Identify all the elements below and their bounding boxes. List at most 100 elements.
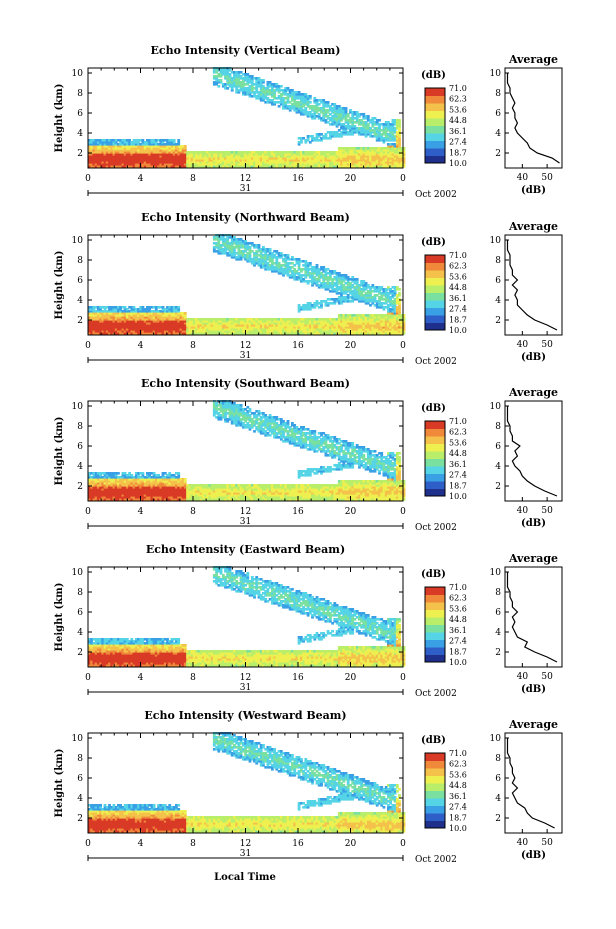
heatmap-cell <box>351 322 355 325</box>
heatmap-cell <box>186 157 189 160</box>
heatmap-cell <box>378 314 381 317</box>
heatmap-cell <box>295 326 299 329</box>
heatmap-cell <box>364 151 368 154</box>
heatmap-cell <box>391 153 395 156</box>
heatmap-cell <box>99 476 102 479</box>
heatmap-cell <box>282 324 285 327</box>
heatmap-cell <box>157 312 160 315</box>
heatmap-cell <box>237 320 241 323</box>
heatmap-cell <box>94 326 98 329</box>
heatmap-cell <box>279 159 283 162</box>
heatmap-cell <box>99 480 102 483</box>
heatmap-cell <box>242 328 245 331</box>
heatmap-cell <box>262 326 265 329</box>
heatmap-cell <box>103 488 107 491</box>
heatmap-cell <box>331 272 334 275</box>
heatmap-cell <box>253 328 256 331</box>
heatmap-cell <box>275 83 279 86</box>
heatmap-cell <box>306 326 310 329</box>
heatmap-cell <box>264 91 268 94</box>
heatmap-cell <box>313 278 317 281</box>
heatmap-cell <box>108 318 111 321</box>
heatmap-cell <box>154 318 158 321</box>
heatmap-cell <box>393 139 397 142</box>
heatmap-cell <box>163 159 167 162</box>
heatmap-cell <box>369 290 372 293</box>
average-title: Average <box>508 53 558 66</box>
heatmap-cell <box>96 312 100 315</box>
heatmap-cell <box>181 149 185 152</box>
heatmap-cell <box>259 93 263 96</box>
heatmap-cell <box>393 119 397 122</box>
heatmap-cell <box>366 284 370 287</box>
heatmap-cell <box>391 286 395 289</box>
heatmap-cell <box>239 254 243 257</box>
heatmap-cell <box>175 165 178 168</box>
heatmap-cell <box>146 153 149 156</box>
heatmap-cell <box>108 149 111 152</box>
heatmap-cell <box>239 77 243 80</box>
heatmap-cell <box>302 324 305 327</box>
heatmap-cell <box>384 127 388 130</box>
heatmap-cell <box>219 328 223 331</box>
heatmap-cell <box>302 306 305 309</box>
heatmap-cell <box>112 149 116 152</box>
heatmap-cell <box>400 159 404 162</box>
heatmap-cell <box>219 252 223 255</box>
heatmap-cell <box>248 159 252 162</box>
heatmap-cell <box>266 99 270 102</box>
heatmap-cell <box>228 322 232 325</box>
heatmap-cell <box>235 318 239 321</box>
x-tick-label: 12 <box>240 174 251 184</box>
heatmap-cell <box>242 242 245 245</box>
heatmap-cell <box>168 328 172 331</box>
heatmap-cell <box>293 320 297 323</box>
heatmap-cell <box>342 123 346 126</box>
heatmap-cell <box>398 318 401 321</box>
heatmap-cell <box>288 151 292 154</box>
heatmap-cell <box>148 159 151 162</box>
heatmap-cell <box>92 157 96 160</box>
heatmap-cell <box>288 93 292 96</box>
heatmap-cell <box>212 165 216 168</box>
heatmap-cell <box>166 310 169 313</box>
heatmap-cell <box>360 159 363 162</box>
heatmap-cell <box>123 139 127 142</box>
heatmap-cell <box>90 494 93 497</box>
heatmap-cell <box>364 296 368 299</box>
heatmap-cell <box>114 157 118 160</box>
heatmap-cell <box>333 161 337 164</box>
heatmap-cell <box>119 306 122 309</box>
heatmap-cell <box>255 89 259 92</box>
heatmap-cell <box>400 324 404 327</box>
heatmap-cell <box>248 248 252 251</box>
heatmap-cell <box>344 121 348 124</box>
heatmap-cell <box>206 165 210 168</box>
heatmap-cell <box>226 318 230 321</box>
heatmap-cell <box>219 236 223 239</box>
heatmap-cell <box>304 99 308 102</box>
heatmap-cell <box>130 318 134 321</box>
heatmap-cell <box>103 332 107 335</box>
heatmap-cell <box>166 308 169 311</box>
heatmap-cell <box>311 139 314 142</box>
heatmap-cell <box>297 268 301 271</box>
heatmap-cell <box>284 322 288 325</box>
heatmap-cell <box>393 155 397 158</box>
heatmap-cell <box>291 270 294 273</box>
heatmap-cell <box>380 135 384 138</box>
heatmap-cell <box>264 159 268 162</box>
heatmap-cell <box>103 316 107 319</box>
heatmap-cell <box>172 322 176 325</box>
heatmap-cell <box>143 163 147 166</box>
heatmap-cell <box>369 161 372 164</box>
heatmap-cell <box>248 87 252 90</box>
heatmap-cell <box>257 161 261 164</box>
heatmap-cell <box>369 314 372 317</box>
heatmap-cell <box>219 159 223 162</box>
heatmap-cell <box>277 153 281 156</box>
heatmap-cell <box>181 332 185 335</box>
heatmap-cell <box>324 288 328 291</box>
heatmap-cell <box>233 79 236 82</box>
heatmap-cell <box>304 97 308 100</box>
